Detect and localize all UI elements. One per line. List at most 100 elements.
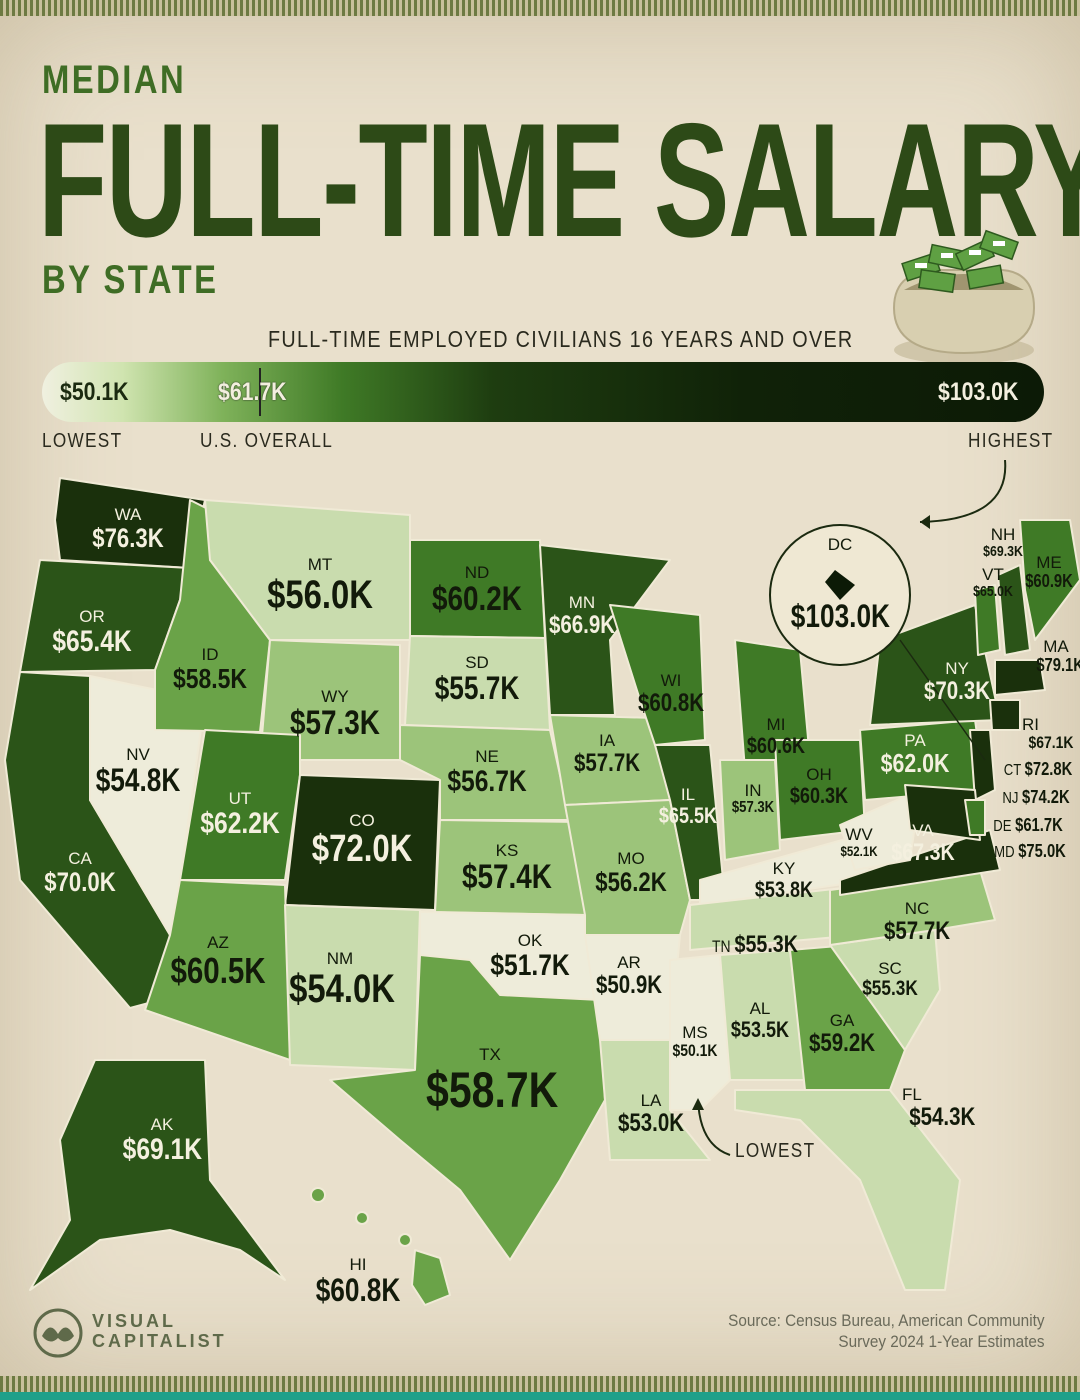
- lowest-arrowhead: [692, 1098, 704, 1110]
- label-MS: MS $50.1K: [672, 1023, 718, 1060]
- label-UT: UT $62.2K: [200, 789, 280, 840]
- source-note: Source: Census Bureau, American Communit…: [728, 1310, 1044, 1353]
- state-VA: [839, 829, 1001, 896]
- state-MD: [904, 784, 981, 841]
- label-DE-value: $61.7K: [1015, 815, 1063, 835]
- state-AZ: [144, 879, 291, 1061]
- label-OH: OH $60.3K: [789, 765, 849, 808]
- label-HI: HI $60.8K: [315, 1255, 401, 1308]
- label-MD-value: $75.0K: [1018, 841, 1066, 861]
- label-MN: MN $66.9K: [548, 593, 616, 639]
- label-TX: TX $58.7K: [426, 1045, 559, 1118]
- legend-high-value: $103.0K: [938, 378, 1019, 406]
- bottom-strip: [0, 1392, 1080, 1400]
- state-CT: [989, 699, 1021, 731]
- label-MO: MO $56.2K: [595, 849, 667, 897]
- label-CT-value: $72.8K: [1024, 759, 1073, 779]
- dc-pointer: [899, 639, 986, 761]
- state-FL: [734, 1089, 961, 1291]
- state-NH: [997, 564, 1031, 656]
- state-HI-islet-3: [398, 1233, 412, 1247]
- title-by-state: BY STATE: [42, 258, 219, 302]
- state-MT: [204, 499, 411, 641]
- overall-marker: [259, 368, 261, 416]
- label-ME: ME $60.9K: [1025, 553, 1073, 591]
- state-MA: [994, 659, 1046, 696]
- state-WI: [609, 604, 706, 746]
- legend-low-value: $50.1K: [60, 378, 129, 406]
- legend-overall-label: U.S. OVERALL: [200, 430, 334, 452]
- legend-color-scale: [42, 362, 1044, 422]
- state-HI: [411, 1249, 451, 1306]
- label-NC: NC $57.7K: [883, 899, 951, 945]
- source-line2: Survey 2024 1-Year Estimates: [837, 1332, 1044, 1352]
- brand-line2: CAPITALIST: [92, 1330, 227, 1351]
- state-ME: [1019, 519, 1080, 641]
- state-VT: [974, 584, 1001, 656]
- label-KS: KS $57.4K: [462, 841, 552, 896]
- money-bag-icon: [892, 229, 1036, 364]
- label-OK: OK $51.7K: [490, 931, 570, 982]
- highest-arrowhead: [920, 515, 930, 529]
- label-CO: CO $72.0K: [311, 811, 413, 870]
- state-MS: [669, 954, 731, 1111]
- label-NJ-value: $74.2K: [1022, 787, 1070, 807]
- label-MT: MT $56.0K: [267, 555, 373, 617]
- state-UT: [179, 729, 301, 881]
- label-MA: MA $79.1K: [1036, 637, 1080, 675]
- label-NH: NH $69.3K: [983, 525, 1023, 560]
- label-RI: RI $67.1K: [1022, 715, 1074, 752]
- page-title: FULL-TIME SALARY: [38, 90, 1080, 271]
- label-DC-value: $103.0K: [790, 598, 891, 634]
- label-ND: ND $60.2K: [432, 563, 522, 618]
- label-NV: NV $54.8K: [95, 745, 181, 798]
- label-VA: VA $67.3K: [891, 821, 955, 866]
- lowest-annotation: LOWEST: [735, 1140, 816, 1162]
- label-TN-value: $55.3K: [734, 931, 798, 958]
- label-TN: TN $55.3K: [712, 931, 798, 958]
- label-PA: PA $62.0K: [880, 731, 950, 778]
- label-AK: AK $69.1K: [122, 1115, 202, 1166]
- label-LA: LA $53.0K: [617, 1091, 685, 1137]
- label-IN: IN $57.3K: [731, 781, 775, 816]
- legend-overall-value: $61.7K: [218, 378, 287, 406]
- label-NY: NY $70.3K: [923, 659, 991, 705]
- legend-high-label: HIGHEST: [968, 430, 1054, 452]
- label-DE: DE $61.7K: [993, 815, 1063, 835]
- state-DE: [964, 799, 986, 836]
- brand-line1: VISUAL: [92, 1311, 177, 1331]
- bottom-border: [0, 1376, 1080, 1392]
- label-IA: IA $57.7K: [573, 731, 641, 777]
- label-VT: VT $65.0K: [973, 565, 1013, 600]
- label-CT: CT $72.8K: [1003, 759, 1073, 779]
- label-NJ: NJ $74.2K: [1002, 787, 1070, 807]
- label-MD: MD $75.0K: [994, 841, 1066, 861]
- label-WA: WA $76.3K: [92, 505, 164, 553]
- brand-name: VISUAL CAPITALIST: [92, 1311, 227, 1352]
- state-MN: [539, 544, 671, 716]
- label-GA: GA $59.2K: [808, 1011, 876, 1057]
- label-NE: NE $56.7K: [447, 747, 527, 798]
- state-WV: [839, 789, 921, 871]
- label-AZ: AZ $60.5K: [170, 933, 266, 991]
- label-AR: AR $50.9K: [595, 953, 663, 999]
- source-line1: Source: Census Bureau, American Communit…: [727, 1311, 1044, 1330]
- label-MI: MI $60.6K: [746, 715, 806, 758]
- label-CA: CA $70.0K: [44, 849, 116, 897]
- visual-capitalist-logo-icon: [33, 1308, 83, 1358]
- label-OR: OR $65.4K: [52, 607, 132, 658]
- state-DC: [825, 570, 855, 600]
- state-TX: [329, 954, 606, 1261]
- label-WY: WY $57.3K: [290, 687, 380, 742]
- label-DC: DC: [827, 535, 853, 554]
- state-AK: [29, 1059, 286, 1291]
- subtitle: FULL-TIME EMPLOYED CIVILIANS 16 YEARS AN…: [268, 326, 854, 352]
- label-SC: SC $55.3K: [862, 959, 918, 1000]
- label-ID: ID $58.5K: [172, 645, 248, 694]
- top-border: [0, 0, 1080, 16]
- state-HI-islet-1: [310, 1187, 326, 1203]
- title-kicker: MEDIAN: [42, 58, 187, 102]
- us-choropleth-map: [4, 460, 1080, 1306]
- legend-low-label: LOWEST: [42, 430, 123, 452]
- highest-arrow: [919, 460, 1007, 523]
